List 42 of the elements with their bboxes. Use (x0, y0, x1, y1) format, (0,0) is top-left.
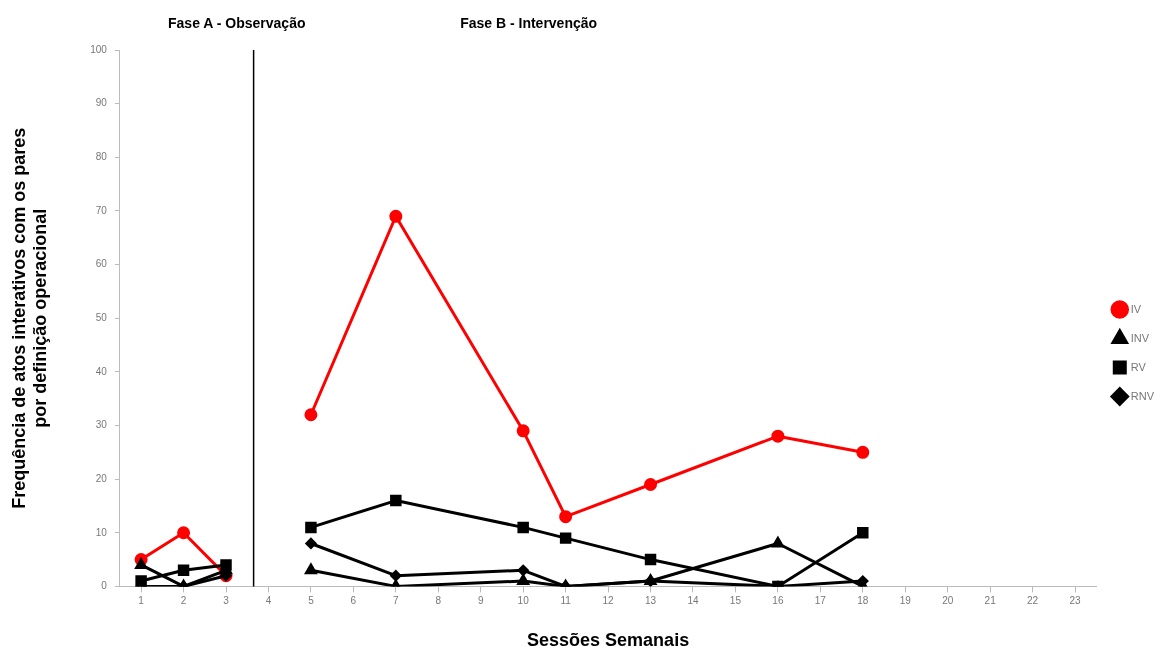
x-tick-label: 5 (308, 595, 315, 607)
y-tick-label: 50 (95, 311, 108, 323)
legend-label: INV (1130, 331, 1150, 344)
text: Fase B - Intervenção (460, 14, 598, 31)
x-tick-label: 13 (644, 595, 657, 607)
x-tick-label: 16 (772, 595, 784, 607)
y-tick-label: 30 (95, 419, 108, 431)
x-tick-label: 15 (729, 595, 742, 607)
x-tick-label: 6 (350, 595, 357, 607)
y-tick-label: 100 (90, 43, 108, 55)
x-axis-title: Sessões Semanais (527, 630, 690, 651)
x-tick-label: 19 (899, 595, 912, 607)
x-tick-label: 12 (602, 595, 615, 607)
y-axis-title: Frequência de atos interativos com os pares por definição operacional (8, 127, 51, 509)
x-tick-label: 23 (1069, 595, 1082, 607)
y-tick-label: 10 (95, 526, 108, 538)
legend-label: RV (1130, 360, 1147, 373)
x-tick-label: 18 (857, 595, 869, 607)
x-tick-label: 8 (435, 595, 442, 607)
x-tick-label: 20 (942, 595, 954, 607)
x-tick-label: 9 (477, 595, 484, 607)
x-tick-label: 10 (517, 595, 530, 607)
y-tick-label: 60 (95, 258, 108, 270)
y-tick-label: 80 (95, 151, 108, 163)
y-tick-label: 0 (101, 580, 108, 592)
legend-label: IV (1130, 302, 1142, 315)
x-tick-label: 14 (687, 595, 699, 607)
x-tick-label: 17 (814, 595, 827, 607)
x-tick-label: 1 (138, 595, 145, 607)
x-tick-label: 22 (1027, 595, 1039, 607)
x-tick-label: 4 (265, 595, 272, 607)
x-tick-label: 11 (560, 595, 572, 607)
y-tick-label: 70 (95, 204, 108, 216)
x-tick-label: 21 (984, 595, 997, 607)
y-tick-label: 40 (95, 365, 108, 377)
y-tick-label: 90 (95, 97, 108, 109)
x-tick-label: 3 (223, 595, 230, 607)
legend-label: RNV (1130, 389, 1155, 402)
x-tick-label: 7 (393, 595, 400, 607)
y-tick-label: 20 (95, 472, 108, 484)
x-tick-label: 2 (180, 595, 187, 607)
text: Fase A - Observação (168, 14, 306, 31)
